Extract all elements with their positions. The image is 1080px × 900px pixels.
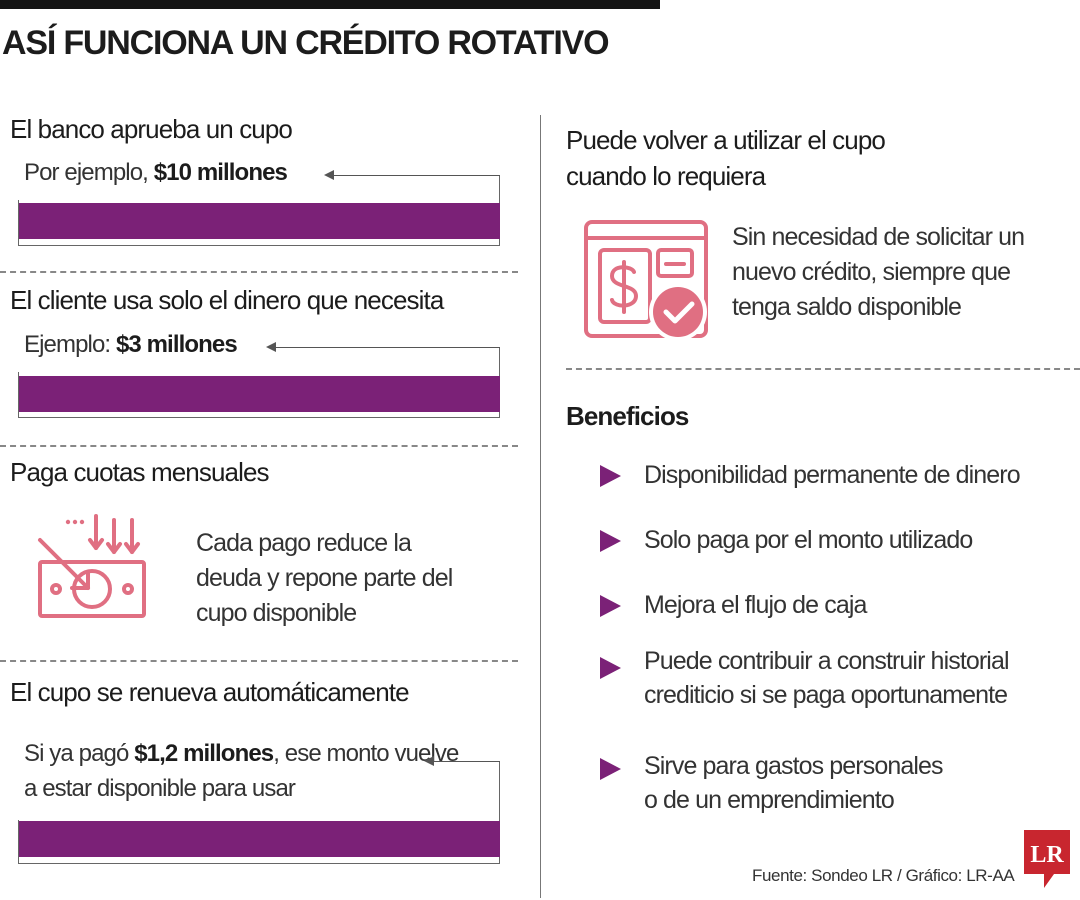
column-divider <box>540 115 541 898</box>
step-1-arrow-line <box>334 175 500 176</box>
step-2-heading: El cliente usa solo el dinero que necesi… <box>10 285 444 315</box>
step-4-example-prefix: Si ya pagó <box>24 740 135 767</box>
bullet-triangle-icon <box>600 657 621 679</box>
step-3-description: Cada pago reduce la deuda y repone parte… <box>196 529 453 627</box>
bullet-triangle-icon <box>600 530 621 552</box>
step-4-example-amount: $1,2 millones <box>134 740 274 767</box>
step-1-example-amount: $10 millones <box>153 159 288 186</box>
money-down-arrows-icon <box>38 514 146 618</box>
bullet-triangle-icon <box>600 758 621 780</box>
lr-logo: LR <box>1024 830 1070 888</box>
step-4-arrow-line <box>434 761 500 762</box>
benefits-heading: Beneficios <box>566 401 689 431</box>
benefit-text: Sirve para gastos personales o de un emp… <box>644 752 943 814</box>
step-3-heading: Paga cuotas mensuales <box>10 457 270 487</box>
benefit-text: Disponibilidad permanente de dinero <box>644 461 1021 489</box>
reuse-heading: Puede volver a utilizar el cupo cuando l… <box>566 125 886 192</box>
step-1-bar-frame-left <box>18 200 19 245</box>
step-4-heading: El cupo se renueva automáticamente <box>10 677 410 707</box>
benefit-text: Mejora el flujo de caja <box>644 591 867 619</box>
step-4-arrowhead-icon <box>424 756 434 766</box>
benefit-text: Solo paga por el monto utilizado <box>644 526 973 554</box>
bullet-triangle-icon <box>600 465 621 487</box>
step-2-bar-frame-left <box>18 372 19 417</box>
step-2-arrow-line <box>276 347 500 348</box>
dashed-divider-1 <box>0 271 518 273</box>
document-dollar-check-icon <box>584 220 708 341</box>
dashed-divider-right <box>566 368 1080 370</box>
step-4-bar-frame-left <box>18 820 19 863</box>
step-1-arrowhead-icon <box>324 170 334 180</box>
dashed-divider-2 <box>0 445 518 447</box>
bullet-triangle-icon <box>600 595 621 617</box>
step-2-arrowhead-icon <box>266 342 276 352</box>
step-1-quota-bar <box>19 203 500 239</box>
step-4-renewed-bar <box>19 821 500 857</box>
source-credit: Fuente: Sondeo LR / Gráfico: LR-AA <box>752 866 1015 885</box>
step-2-example: Ejemplo: $3 millones <box>24 327 238 363</box>
step-1-example: Por ejemplo, $10 millones <box>24 155 288 191</box>
benefit-text: Puede contribuir a construir historial c… <box>644 647 1010 709</box>
step-1-heading: El banco aprueba un cupo <box>10 114 293 144</box>
step-2-example-amount: $3 millones <box>115 331 238 358</box>
step-1-example-prefix: Por ejemplo, <box>24 159 154 186</box>
step-2-used-bar <box>19 376 500 412</box>
page-title: ASÍ FUNCIONA UN CRÉDITO ROTATIVO <box>2 24 610 62</box>
dashed-divider-3 <box>0 660 518 662</box>
step-2-example-prefix: Ejemplo: <box>24 331 116 358</box>
reuse-description: Sin necesidad de solicitar un nuevo créd… <box>732 223 1025 321</box>
svg-text:LR: LR <box>1030 842 1064 868</box>
step-4-bar-frame <box>18 761 500 864</box>
top-rule <box>0 0 660 9</box>
